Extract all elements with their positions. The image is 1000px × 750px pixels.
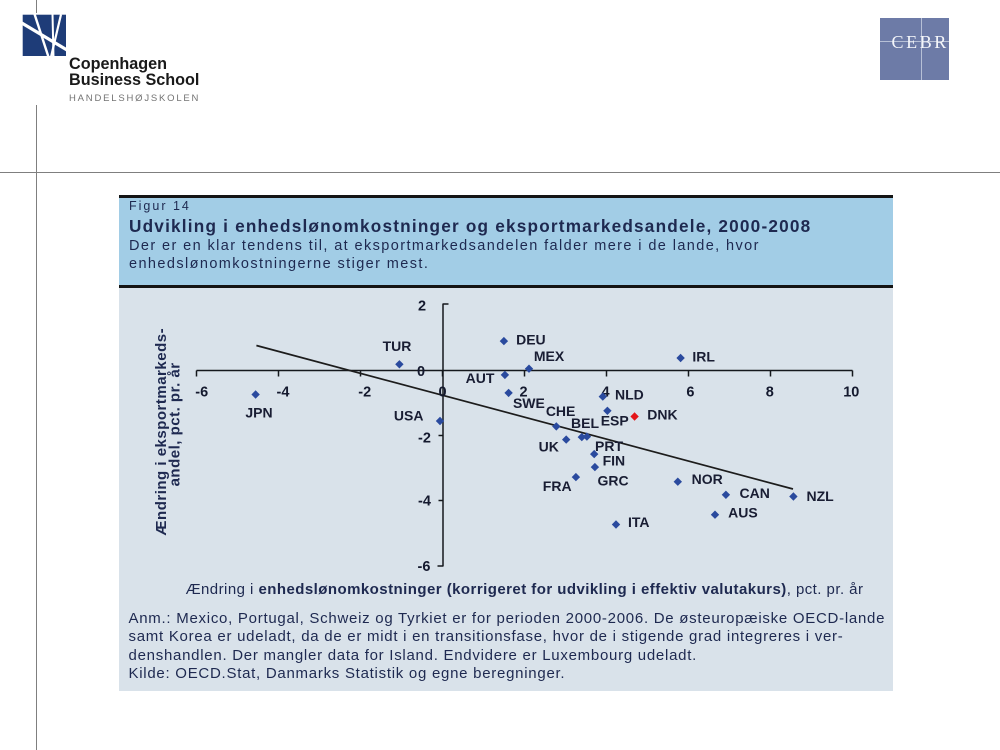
svg-text:andel, pct. pr. år: andel, pct. pr. år (166, 362, 183, 486)
svg-text:8: 8 (766, 385, 774, 401)
svg-text:-4: -4 (418, 493, 431, 509)
svg-text:SWE: SWE (513, 395, 545, 411)
svg-text:GRC: GRC (597, 472, 628, 488)
svg-text:BEL: BEL (571, 415, 599, 431)
svg-text:FIN: FIN (603, 452, 626, 468)
svg-text:FRA: FRA (543, 478, 572, 494)
svg-text:2: 2 (418, 299, 426, 315)
svg-text:UK: UK (539, 439, 559, 455)
svg-text:-2: -2 (418, 431, 431, 447)
svg-text:-6: -6 (418, 559, 431, 575)
svg-text:0: 0 (438, 385, 446, 401)
svg-text:JPN: JPN (245, 404, 272, 420)
svg-text:ESP: ESP (601, 413, 629, 429)
svg-text:0: 0 (417, 364, 425, 380)
svg-text:AUT: AUT (466, 370, 495, 386)
svg-text:4: 4 (602, 385, 610, 401)
svg-text:Ændring i eksportmarkeds-: Ændring i eksportmarkeds- (153, 328, 170, 536)
svg-text:CAN: CAN (740, 485, 770, 501)
svg-text:NOR: NOR (692, 471, 723, 487)
svg-text:2: 2 (519, 385, 527, 401)
svg-text:CHE: CHE (546, 403, 576, 419)
svg-text:NLD: NLD (615, 386, 644, 402)
svg-text:DEU: DEU (516, 332, 546, 348)
svg-text:-6: -6 (195, 385, 208, 401)
svg-text:ITA: ITA (628, 514, 650, 530)
svg-text:10: 10 (843, 385, 859, 401)
svg-text:DNK: DNK (647, 406, 677, 422)
svg-text:-4: -4 (277, 385, 290, 401)
svg-text:MEX: MEX (534, 348, 565, 364)
svg-text:6: 6 (686, 385, 694, 401)
svg-text:USA: USA (394, 408, 424, 424)
svg-text:-2: -2 (358, 385, 371, 401)
svg-text:IRL: IRL (692, 349, 715, 365)
svg-text:PRT: PRT (595, 438, 623, 454)
svg-text:AUS: AUS (728, 505, 758, 521)
svg-text:TUR: TUR (383, 338, 412, 354)
svg-text:NZL: NZL (806, 488, 834, 504)
